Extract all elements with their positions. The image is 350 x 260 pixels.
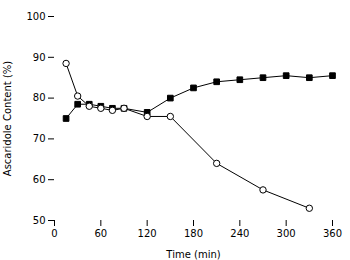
svg-text:70: 70 xyxy=(33,133,46,144)
svg-text:0: 0 xyxy=(51,228,57,239)
svg-text:360: 360 xyxy=(323,228,342,239)
svg-text:100: 100 xyxy=(26,11,45,22)
svg-text:60: 60 xyxy=(94,228,107,239)
svg-text:50: 50 xyxy=(33,215,46,226)
svg-text:Time (min): Time (min) xyxy=(165,249,220,260)
svg-text:80: 80 xyxy=(33,92,46,103)
svg-text:60: 60 xyxy=(33,174,46,185)
svg-text:Ascaridole Content (%): Ascaridole Content (%) xyxy=(2,61,13,176)
svg-text:90: 90 xyxy=(33,52,46,63)
svg-text:300: 300 xyxy=(277,228,296,239)
svg-text:240: 240 xyxy=(230,228,249,239)
svg-text:120: 120 xyxy=(138,228,157,239)
svg-text:180: 180 xyxy=(184,228,203,239)
